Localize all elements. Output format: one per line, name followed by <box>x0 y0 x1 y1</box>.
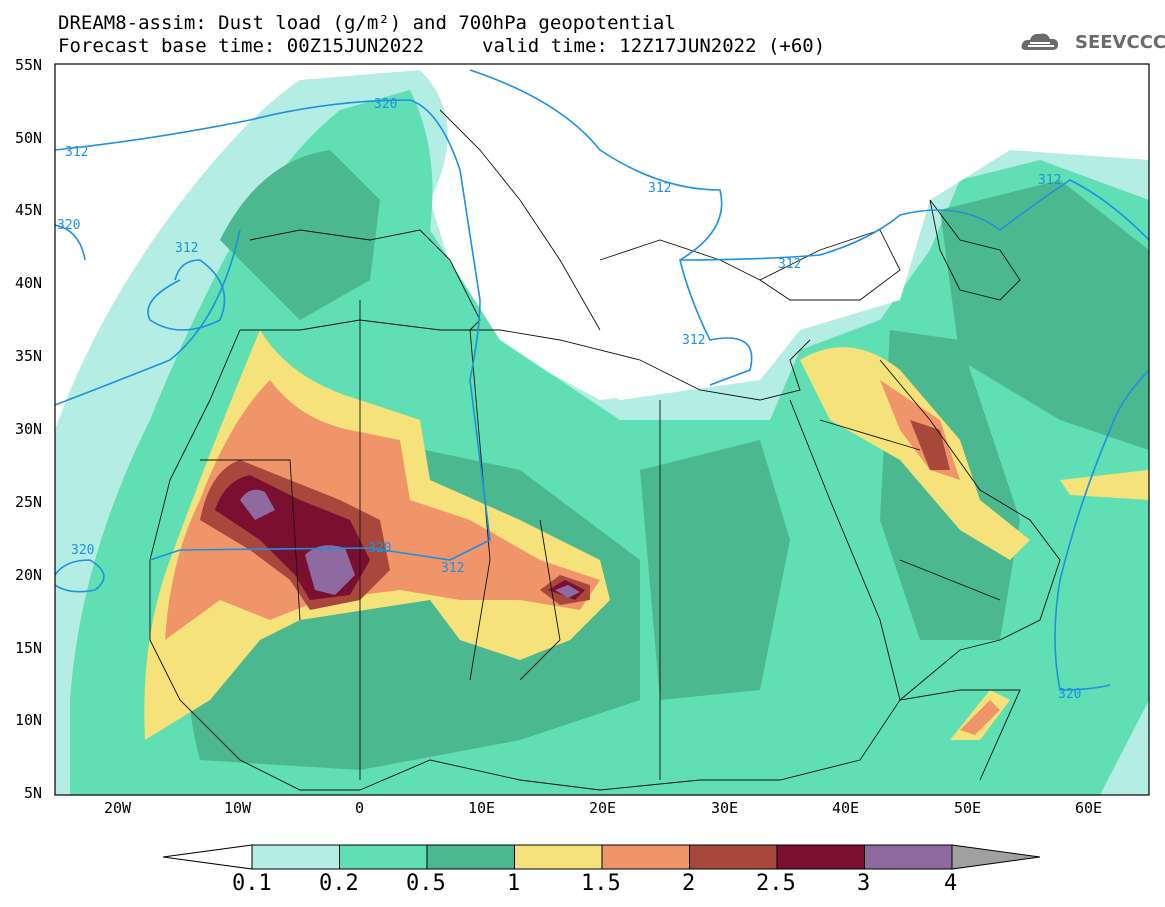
lon-tick-label: 40E <box>832 799 860 817</box>
lat-tick-label: 25N <box>15 493 43 511</box>
lat-tick-label: 35N <box>15 347 43 365</box>
colorbar-cell <box>864 844 953 870</box>
colorbar-label: 0.2 <box>319 871 359 896</box>
lon-tick-label: 10W <box>224 799 252 817</box>
logo-text: SEEVCCC <box>1075 32 1165 53</box>
lat-tick-label: 10N <box>15 711 43 729</box>
lat-tick-label: 55N <box>15 56 43 74</box>
colorbar-cell <box>601 844 690 870</box>
colorbar-label: 1 <box>507 871 521 896</box>
map-title: DREAM8-assim: Dust load (g/m²) and 700hP… <box>58 12 676 34</box>
colorbar-label: 2.5 <box>756 871 796 896</box>
lat-tick-label: 20N <box>15 566 43 584</box>
contour-label: 320 <box>71 543 94 558</box>
lon-tick-label: 20W <box>104 799 132 817</box>
colorbar <box>162 844 1041 870</box>
colorbar-cell <box>426 844 515 870</box>
colorbar-label: 0.5 <box>406 871 446 896</box>
lat-tick-label: 50N <box>15 129 43 147</box>
lon-tick-label: 60E <box>1075 799 1103 817</box>
colorbar-label: 4 <box>944 871 958 896</box>
lat-tick-label: 30N <box>15 420 43 438</box>
lat-tick-label: 5N <box>24 784 43 802</box>
contour-label: 312 <box>648 181 671 196</box>
valid-time: valid time: 12Z17JUN2022 (+60) <box>482 35 826 57</box>
contour-label: 320 <box>1058 687 1081 702</box>
contour-label: 320 <box>368 541 391 556</box>
colorbar-low-triangle <box>162 844 253 870</box>
colorbar-cell <box>689 844 778 870</box>
contour-label-layer: 312 320 312 312 320 320 320 312 312 312 … <box>57 97 1081 702</box>
lat-tick-label: 45N <box>15 201 43 219</box>
contour-label: 312 <box>1038 173 1061 188</box>
colorbar-label: 1.5 <box>581 871 621 896</box>
colorbar-label: 0.1 <box>232 871 272 896</box>
dust-field <box>55 64 1149 795</box>
contour-label: 312 <box>682 333 705 348</box>
cloud-logo-icon <box>1021 33 1058 50</box>
contour-label: 320 <box>57 218 80 233</box>
lon-tick-label: 0 <box>355 799 365 817</box>
colorbar-cell <box>339 844 428 870</box>
contour-label: 320 <box>374 97 397 112</box>
contour-label: 312 <box>65 145 88 160</box>
lon-tick-label: 10E <box>468 799 496 817</box>
colorbar-label: 3 <box>857 871 871 896</box>
colorbar-cell <box>776 844 865 870</box>
lat-tick-label: 15N <box>15 639 43 657</box>
colorbar-cell <box>514 844 603 870</box>
contour-label: 312 <box>175 241 198 256</box>
forecast-base-time: Forecast base time: 00Z15JUN2022 <box>58 35 425 57</box>
lon-tick-label: 20E <box>589 799 617 817</box>
contour-label: 312 <box>441 561 464 576</box>
colorbar-cell <box>251 844 340 870</box>
colorbar-high-triangle <box>951 844 1041 870</box>
geopotential-contours <box>55 69 1149 691</box>
lon-tick-label: 30E <box>711 799 739 817</box>
lon-tick-label: 50E <box>954 799 982 817</box>
lat-tick-label: 40N <box>15 274 43 292</box>
map-frame <box>54 63 1150 796</box>
colorbar-label: 2 <box>682 871 696 896</box>
coastlines <box>149 109 1061 791</box>
contour-label: 312 <box>778 257 801 272</box>
